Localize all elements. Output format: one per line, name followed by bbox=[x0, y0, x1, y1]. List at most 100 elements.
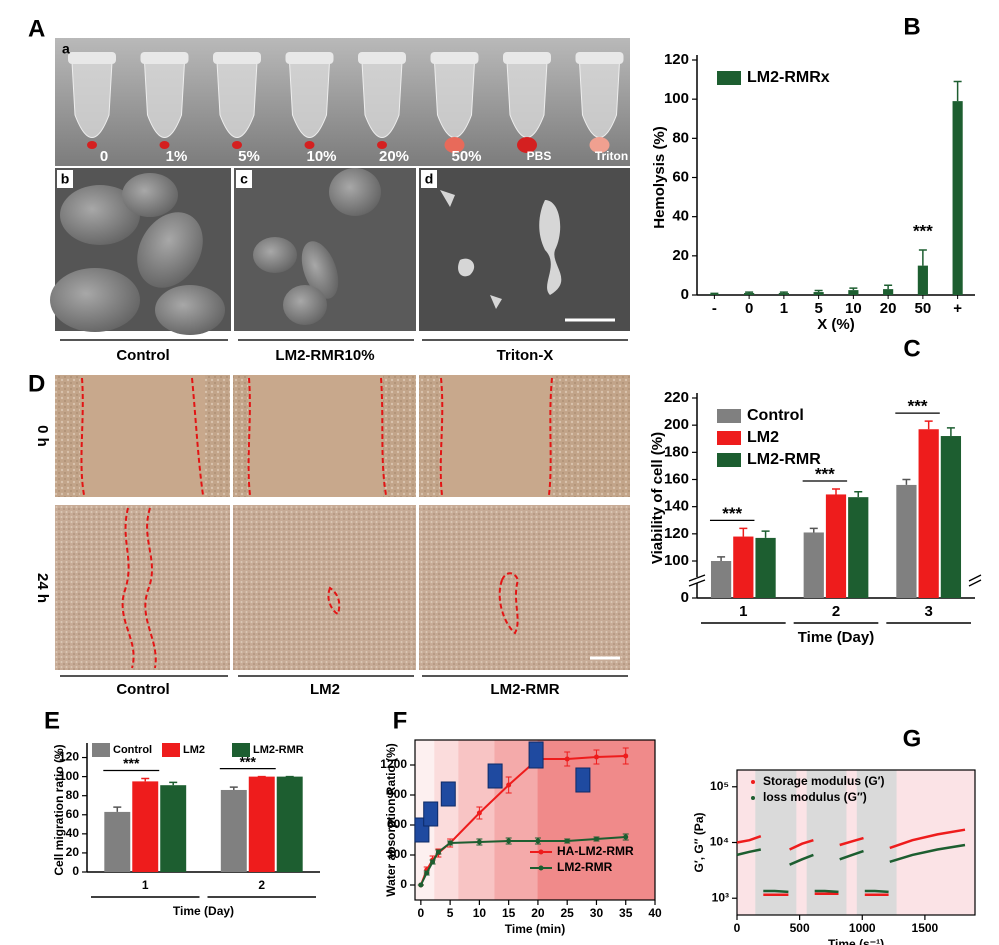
bar bbox=[132, 781, 159, 872]
legend-marker bbox=[751, 796, 755, 800]
marker bbox=[535, 838, 541, 844]
y-tick-label: 10³ bbox=[712, 890, 729, 904]
tube bbox=[288, 61, 331, 138]
y-tick-label: 20 bbox=[66, 845, 80, 859]
tube-cap bbox=[503, 52, 551, 64]
annotation: *** bbox=[908, 397, 928, 416]
bar bbox=[952, 101, 963, 295]
x-tick-label: 10 bbox=[845, 300, 862, 317]
marker bbox=[564, 838, 570, 844]
x-axis-label: Time (Day) bbox=[173, 904, 234, 918]
legend-label: LM2-RMR bbox=[557, 860, 613, 874]
y-tick-label: 120 bbox=[59, 750, 79, 764]
y-tick-label: 80 bbox=[66, 788, 80, 802]
x-tick-label: 0 bbox=[734, 921, 741, 935]
error-bar bbox=[884, 284, 893, 290]
panel-label: A bbox=[28, 15, 45, 42]
y-tick-label: 120 bbox=[664, 51, 689, 68]
x-tick-label: 2 bbox=[258, 878, 265, 892]
legend-label: HA-LM2-RMR bbox=[557, 844, 634, 858]
cells bbox=[50, 168, 562, 335]
bar bbox=[803, 532, 824, 598]
tube-cap bbox=[285, 52, 334, 64]
x-tick-label: 25 bbox=[561, 906, 575, 920]
caption: LM2-RMR bbox=[490, 681, 559, 698]
y-tick-label: 160 bbox=[664, 470, 689, 487]
tube-label: 20% bbox=[379, 148, 409, 165]
tube-label: 5% bbox=[238, 148, 260, 165]
tube bbox=[361, 61, 403, 138]
sub-label: c bbox=[240, 171, 248, 187]
bar bbox=[755, 537, 776, 598]
error-bar bbox=[918, 249, 927, 266]
caption: Control bbox=[116, 681, 169, 698]
y-tick-label: 10⁵ bbox=[710, 779, 729, 793]
legend-swatch bbox=[232, 743, 250, 757]
sem-image bbox=[419, 168, 630, 331]
y-axis-label: Viability of cell (%) bbox=[649, 432, 666, 564]
y-axis-label: Water absorption Ratio (%) bbox=[384, 743, 398, 897]
marker bbox=[623, 753, 629, 759]
error-bar bbox=[946, 427, 955, 437]
row-label: 24 h bbox=[34, 573, 51, 603]
y-tick-label: 600 bbox=[387, 817, 407, 831]
sub-label: b bbox=[61, 171, 70, 187]
error-bar bbox=[761, 530, 770, 538]
tube-tip bbox=[159, 141, 170, 149]
annotation: *** bbox=[815, 464, 835, 483]
error-bar bbox=[953, 80, 962, 102]
bar bbox=[744, 293, 755, 295]
x-tick-label: 3 bbox=[924, 603, 932, 620]
error-bar bbox=[814, 289, 823, 293]
error-bar bbox=[710, 292, 719, 295]
vial-inset bbox=[487, 763, 503, 789]
bar bbox=[825, 494, 847, 598]
x-tick-label: 5 bbox=[814, 300, 822, 317]
y-tick-label: 0 bbox=[400, 877, 407, 891]
tube-cap bbox=[140, 52, 189, 64]
tube-label: 0 bbox=[100, 148, 108, 165]
tube bbox=[71, 61, 113, 138]
marker bbox=[506, 782, 512, 788]
legend-label: LM2 bbox=[183, 744, 205, 756]
x-tick-label: 1000 bbox=[849, 921, 876, 935]
tube-tip bbox=[444, 137, 465, 153]
bar bbox=[778, 293, 789, 295]
error-bar bbox=[924, 420, 933, 430]
x-tick-label: 500 bbox=[790, 921, 810, 935]
marker bbox=[506, 838, 512, 844]
annotation: *** bbox=[913, 221, 933, 240]
legend-swatch bbox=[92, 743, 110, 757]
row-label: 0 h bbox=[34, 425, 51, 447]
tube-tip bbox=[517, 137, 537, 153]
legend-label: LM2-RMR bbox=[747, 451, 821, 468]
tube-label: 1% bbox=[166, 148, 188, 165]
error-bar bbox=[113, 806, 122, 812]
bar bbox=[733, 536, 754, 598]
legend-label: LM2 bbox=[747, 429, 779, 446]
bar bbox=[220, 789, 247, 872]
x-tick-label: + bbox=[953, 300, 962, 317]
y-tick-label: 180 bbox=[664, 443, 689, 460]
tube bbox=[216, 61, 258, 138]
y-tick-label: 100 bbox=[664, 552, 689, 569]
y-tick-label: 40 bbox=[672, 208, 689, 225]
marker bbox=[447, 840, 453, 846]
marker bbox=[593, 836, 599, 842]
legend-label: Control bbox=[747, 407, 804, 424]
x-tick-label: 0 bbox=[745, 300, 753, 317]
legend-swatch bbox=[717, 71, 741, 85]
bar bbox=[248, 776, 275, 872]
bar bbox=[918, 429, 939, 598]
y-tick-label: 10⁴ bbox=[710, 835, 729, 849]
tube-tip bbox=[589, 137, 610, 153]
x-tick-label: 20 bbox=[880, 300, 897, 317]
legend-swatch bbox=[162, 743, 180, 757]
y-tick-label: 140 bbox=[664, 498, 689, 515]
x-tick-label: 20 bbox=[531, 906, 545, 920]
x-tick-label: 30 bbox=[590, 906, 604, 920]
axis-break bbox=[688, 574, 982, 587]
tube-label: 50% bbox=[451, 148, 481, 165]
annotation: *** bbox=[722, 504, 742, 523]
panel-label: B bbox=[903, 13, 920, 40]
